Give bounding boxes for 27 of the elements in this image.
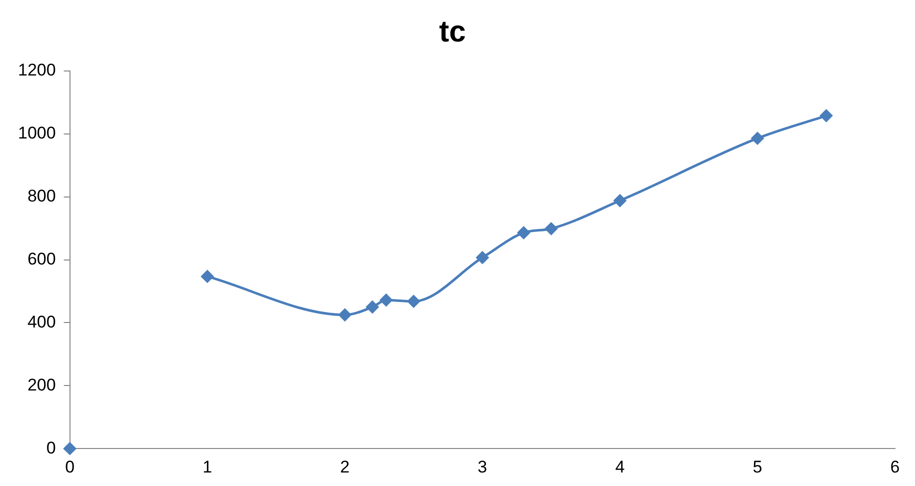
x-tick-label: 4 [615, 457, 625, 476]
chart-title: tc [439, 15, 466, 48]
y-tick-label: 0 [46, 438, 56, 458]
y-tick-label: 600 [27, 249, 56, 268]
point [338, 308, 352, 322]
y-tick-label: 200 [27, 375, 56, 394]
y-tick-label: 800 [27, 186, 56, 206]
point [544, 222, 558, 236]
x-tick-label: 6 [890, 457, 900, 476]
point [750, 132, 764, 145]
y-tick-label: 1200 [18, 60, 56, 80]
point [63, 442, 76, 456]
point [517, 226, 530, 240]
point [380, 294, 393, 307]
x-tick-label: 5 [752, 457, 762, 476]
point [476, 251, 489, 264]
y-tick-label: 1000 [18, 124, 56, 143]
point [820, 109, 833, 122]
x-tick-label: 3 [478, 457, 488, 476]
point [407, 294, 420, 308]
x-tick-label: 1 [202, 457, 212, 476]
x-tick-label: 0 [65, 457, 75, 476]
y-tick-label: 400 [27, 312, 56, 332]
point [613, 194, 626, 208]
point [366, 300, 379, 314]
point [200, 270, 214, 283]
x-tick-label: 2 [340, 457, 350, 476]
